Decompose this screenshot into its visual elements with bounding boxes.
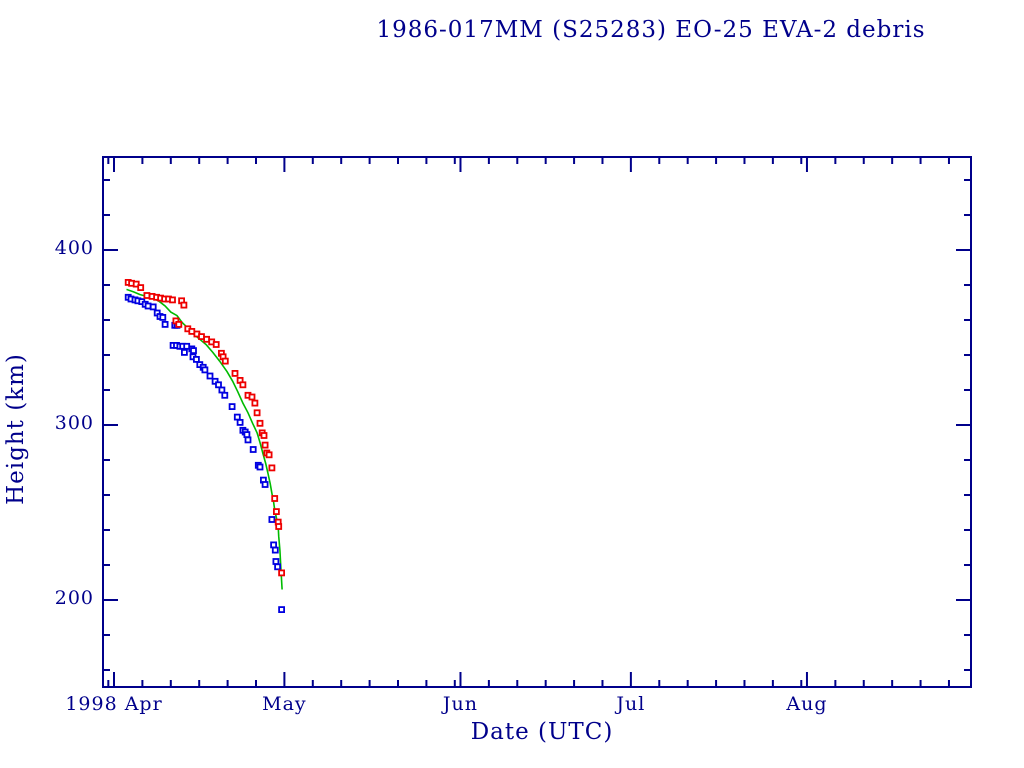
series-red-marker — [265, 451, 273, 459]
series-red-marker — [231, 369, 239, 377]
x-tick-label: May — [262, 693, 307, 715]
series-blue-marker — [243, 431, 251, 439]
series-red-marker — [278, 569, 286, 577]
series-red-marker — [275, 523, 283, 530]
x-tick-label: Aug — [786, 693, 828, 715]
series-blue-marker — [159, 313, 167, 321]
series-red-marker — [169, 296, 176, 304]
x-tick-label: 1998 Apr — [65, 693, 163, 715]
series-blue-marker — [201, 366, 209, 374]
x-axis-label: Date (UTC) — [470, 719, 614, 745]
series-blue-marker — [149, 303, 157, 311]
series-blue-marker — [236, 418, 244, 426]
series-red-marker — [260, 432, 268, 439]
y-tick-label: 300 — [54, 412, 94, 434]
series-red-marker — [272, 508, 280, 516]
series-blue-marker — [249, 446, 257, 453]
series-red-marker — [248, 393, 256, 401]
series-blue-marker — [268, 516, 276, 523]
y-tick-label: 200 — [54, 587, 94, 609]
x-tick-label: Jul — [616, 693, 646, 715]
series-blue-marker — [261, 481, 269, 488]
series-blue-marker — [190, 347, 197, 355]
series-red-marker — [239, 381, 247, 389]
series-red-marker — [137, 284, 145, 292]
series-red-marker — [221, 357, 229, 365]
series-blue-marker — [256, 463, 264, 471]
series-red-marker — [175, 320, 183, 328]
series-blue-marker — [270, 541, 278, 549]
series-red-marker — [132, 280, 140, 288]
series-blue-marker — [221, 391, 229, 399]
plot-frame — [102, 156, 972, 688]
series-blue-marker — [161, 320, 169, 328]
series-red-marker — [143, 292, 151, 299]
series-blue-marker — [192, 355, 200, 363]
series-blue-marker — [274, 563, 282, 571]
series-red-marker — [261, 441, 269, 449]
series-blue-marker — [244, 436, 252, 444]
series-blue-marker — [215, 381, 222, 389]
series-red-marker — [268, 464, 276, 472]
y-tick-label: 400 — [54, 237, 94, 259]
chart-title: 1986-017MM (S25283) EO-25 EVA-2 debris — [376, 17, 926, 43]
series-red-marker — [271, 495, 279, 502]
series-red-marker — [180, 301, 188, 309]
series-red-marker — [251, 399, 259, 407]
series-blue-marker — [271, 546, 279, 554]
series-blue-marker — [228, 403, 236, 411]
series-blue-marker — [180, 348, 188, 356]
series-red-marker — [253, 409, 261, 417]
series-red-marker — [256, 419, 264, 427]
series-blue-marker — [206, 372, 214, 380]
series-red-marker — [212, 341, 220, 348]
series-blue-marker — [233, 413, 241, 421]
series-blue-marker — [278, 606, 286, 613]
x-tick-label: Jun — [442, 693, 479, 715]
series-blue-marker — [272, 558, 280, 565]
series-blue-marker — [218, 386, 226, 394]
